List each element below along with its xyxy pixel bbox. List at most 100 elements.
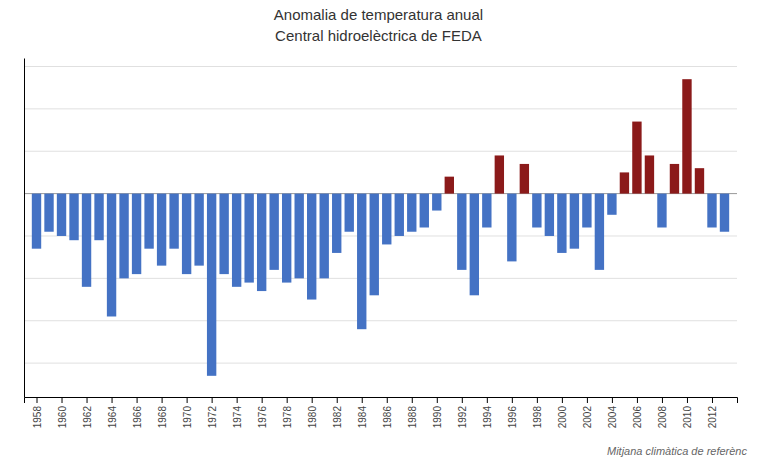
x-tick: 1994 (482, 397, 493, 428)
bar (219, 194, 228, 275)
bar (269, 194, 278, 270)
bar (395, 194, 404, 236)
x-tick: 2012 (707, 397, 718, 428)
x-tick: 1960 (57, 397, 68, 428)
bar (407, 194, 416, 232)
x-tick: 2010 (682, 397, 693, 428)
x-tick-line (287, 397, 288, 403)
x-tick-line (237, 397, 238, 403)
x-tick-line (412, 397, 413, 403)
bar (570, 194, 579, 249)
x-tick-label: 1982 (332, 406, 343, 429)
x-tick-line (162, 397, 163, 403)
x-tick-label: 1986 (382, 406, 393, 429)
bar (320, 194, 329, 279)
x-tick-label: 1976 (257, 406, 268, 429)
x-tick-label: 1996 (507, 406, 518, 429)
footnote: Mitjana climàtica de referènc (607, 445, 748, 457)
grid (24, 66, 737, 363)
x-tick: 2008 (657, 397, 668, 428)
bar (244, 194, 253, 283)
x-tick-line (312, 397, 313, 403)
bar (32, 194, 41, 249)
bar (695, 168, 704, 193)
bar (507, 194, 516, 262)
x-tick-label: 2006 (632, 406, 643, 429)
x-tick-line (512, 397, 513, 403)
x-tick-line (137, 397, 138, 403)
x-tick: 1986 (382, 397, 393, 428)
x-tick: 2004 (607, 397, 618, 428)
x-tick-label: 1994 (482, 406, 493, 429)
bar (94, 194, 103, 241)
x-tick: 2000 (557, 397, 568, 428)
bar (607, 194, 616, 215)
bar (182, 194, 191, 275)
x-tick-line (537, 397, 538, 403)
x-tick: 1990 (432, 397, 443, 428)
bars (32, 79, 729, 376)
bar (119, 194, 128, 279)
x-tick: 1980 (307, 397, 318, 428)
x-tick: 1958 (32, 397, 43, 428)
bar (207, 194, 216, 376)
x-tick-line (562, 397, 563, 403)
chart: 1958 1960 1962 1964 1966 1968 1970 1972 1974 1976… (0, 0, 757, 463)
y-axis (24, 59, 26, 398)
bar (420, 194, 429, 228)
bar (332, 194, 341, 253)
grid-line (24, 278, 737, 279)
x-tick: 1974 (232, 397, 243, 428)
x-tick-label: 2004 (607, 406, 618, 429)
x-tick: 1968 (157, 397, 168, 428)
bar (57, 194, 66, 236)
x-axis-line (25, 398, 738, 404)
x-tick-label: 1958 (32, 406, 43, 429)
plot: 1958 1960 1962 1964 1966 1968 1970 1972 1974 1976… (24, 59, 738, 429)
x-tick-line (187, 397, 188, 403)
grid-line (24, 193, 737, 194)
x-tick-label: 1974 (232, 406, 243, 429)
x-tick-line (462, 397, 463, 403)
x-tick-label: 1970 (182, 406, 193, 429)
x-tick: 1992 (457, 397, 468, 428)
x-tick: 1970 (182, 397, 193, 428)
bar (657, 194, 666, 228)
x-tick: 1966 (132, 397, 143, 428)
bar (520, 164, 529, 194)
x-tick-label: 1966 (132, 406, 143, 429)
x-tick: 2006 (632, 397, 643, 428)
x-tick-line (387, 397, 388, 403)
x-axis: 1958 1960 1962 1964 1966 1968 1970 1972 1974 1976… (25, 397, 738, 428)
x-tick: 1964 (107, 397, 118, 428)
bar (132, 194, 141, 275)
bar (370, 194, 379, 296)
x-tick-line (612, 397, 613, 403)
x-tick: 1976 (257, 397, 268, 428)
bar (532, 194, 541, 228)
bar (107, 194, 116, 317)
x-tick-line (687, 397, 688, 403)
grid-line (24, 66, 737, 67)
x-tick: 1978 (282, 397, 293, 428)
x-tick-label: 2012 (707, 406, 718, 429)
x-tick-label: 1980 (307, 406, 318, 429)
title: Anomalia de temperatura anual (274, 6, 483, 23)
x-tick-label: 1984 (357, 406, 368, 429)
x-tick-label: 1960 (57, 406, 68, 429)
bar (445, 177, 454, 194)
x-tick-line (112, 397, 113, 403)
x-tick: 2002 (582, 397, 593, 428)
x-tick-label: 2002 (582, 406, 593, 429)
x-tick-label: 1998 (532, 406, 543, 429)
bar (632, 122, 641, 194)
bar (144, 194, 153, 249)
x-tick: 1962 (82, 397, 93, 428)
x-tick-label: 2008 (657, 406, 668, 429)
bar (257, 194, 266, 291)
x-tick: 1972 (207, 397, 218, 428)
bar (382, 194, 391, 245)
x-tick-label: 1990 (432, 406, 443, 429)
bar (69, 194, 78, 241)
y-axis-line (24, 59, 25, 398)
